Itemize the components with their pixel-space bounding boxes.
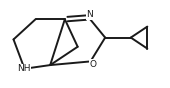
Text: N: N xyxy=(86,10,93,19)
Text: NH: NH xyxy=(17,64,30,73)
Text: O: O xyxy=(89,60,96,69)
